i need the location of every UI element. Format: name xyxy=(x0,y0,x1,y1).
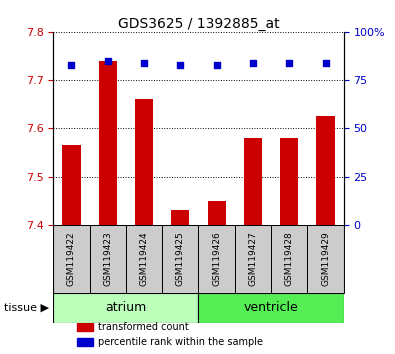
Bar xyxy=(244,138,262,225)
Text: ventricle: ventricle xyxy=(244,302,299,314)
Bar xyxy=(271,225,307,292)
Point xyxy=(177,62,184,68)
Bar xyxy=(171,211,190,225)
Text: GSM119429: GSM119429 xyxy=(321,232,330,286)
Text: GSM119426: GSM119426 xyxy=(212,232,221,286)
Bar xyxy=(162,225,199,292)
Text: GSM119428: GSM119428 xyxy=(285,232,294,286)
Bar xyxy=(280,138,298,225)
Bar xyxy=(90,225,126,292)
Point xyxy=(322,60,329,65)
Bar xyxy=(307,225,344,292)
Point xyxy=(213,62,220,68)
Bar xyxy=(126,225,162,292)
Text: GSM119422: GSM119422 xyxy=(67,232,76,286)
Bar xyxy=(199,225,235,292)
Text: atrium: atrium xyxy=(105,302,147,314)
Point xyxy=(250,60,256,65)
Bar xyxy=(53,292,199,324)
Point xyxy=(141,60,147,65)
Title: GDS3625 / 1392885_at: GDS3625 / 1392885_at xyxy=(118,17,279,31)
Point xyxy=(68,62,75,68)
Bar xyxy=(199,292,344,324)
Bar xyxy=(316,116,335,225)
Text: percentile rank within the sample: percentile rank within the sample xyxy=(98,337,263,347)
Text: transformed count: transformed count xyxy=(98,322,189,332)
Bar xyxy=(99,61,117,225)
Point xyxy=(286,60,292,65)
Bar xyxy=(77,338,92,346)
Text: GSM119425: GSM119425 xyxy=(176,232,185,286)
Bar xyxy=(77,323,92,331)
Text: tissue ▶: tissue ▶ xyxy=(4,303,49,313)
Text: GSM119423: GSM119423 xyxy=(103,232,112,286)
Text: GSM119424: GSM119424 xyxy=(139,232,149,286)
Text: GSM119427: GSM119427 xyxy=(248,232,258,286)
Bar xyxy=(53,225,90,292)
Bar xyxy=(62,145,81,225)
Bar xyxy=(135,99,153,225)
Bar xyxy=(207,201,226,225)
Bar xyxy=(235,225,271,292)
Point xyxy=(105,58,111,64)
